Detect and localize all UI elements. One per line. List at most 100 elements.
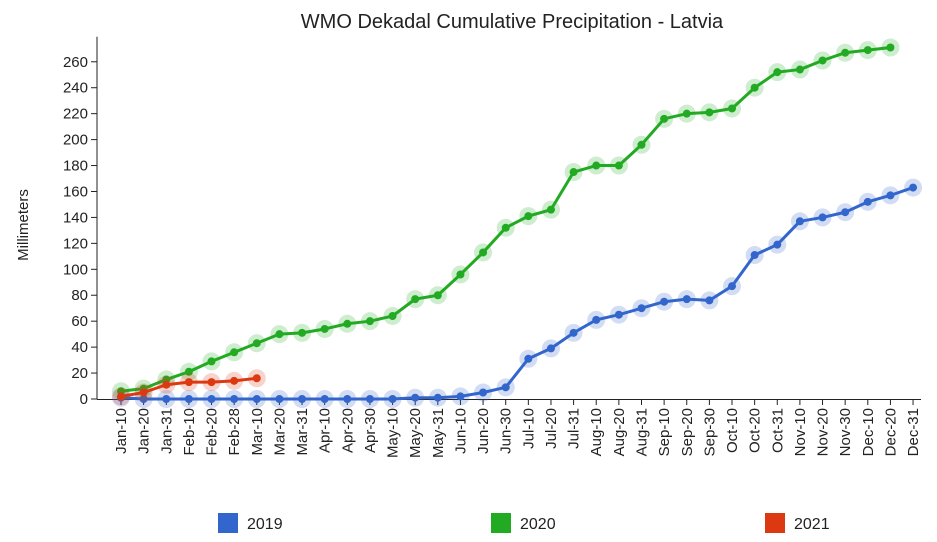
data-point[interactable] bbox=[479, 248, 488, 257]
data-point[interactable] bbox=[343, 319, 352, 328]
data-point[interactable] bbox=[388, 395, 397, 403]
series-2021 bbox=[112, 369, 266, 406]
data-point[interactable] bbox=[252, 339, 261, 348]
data-point[interactable] bbox=[818, 213, 827, 222]
x-tick-label: Sep-30 bbox=[701, 408, 718, 456]
data-point[interactable] bbox=[162, 395, 171, 403]
data-point[interactable] bbox=[660, 297, 669, 306]
data-point[interactable] bbox=[139, 388, 148, 397]
data-point[interactable] bbox=[343, 395, 352, 403]
data-point[interactable] bbox=[501, 223, 510, 232]
data-point[interactable] bbox=[795, 217, 804, 226]
data-point[interactable] bbox=[139, 395, 148, 403]
data-point[interactable] bbox=[773, 68, 782, 77]
x-tick-label: May-10 bbox=[385, 408, 402, 458]
data-point[interactable] bbox=[320, 324, 329, 333]
data-point[interactable] bbox=[298, 328, 307, 337]
data-point[interactable] bbox=[275, 395, 284, 403]
y-tick-label: 240 bbox=[63, 80, 88, 97]
data-point[interactable] bbox=[750, 83, 759, 92]
data-point[interactable] bbox=[479, 388, 488, 397]
y-tick-label: 200 bbox=[63, 132, 88, 149]
data-point[interactable] bbox=[230, 395, 239, 403]
data-point[interactable] bbox=[546, 344, 555, 353]
data-point[interactable] bbox=[207, 357, 216, 366]
data-point[interactable] bbox=[728, 282, 737, 291]
data-point[interactable] bbox=[456, 392, 465, 401]
data-point[interactable] bbox=[411, 295, 420, 304]
data-point[interactable] bbox=[524, 212, 533, 221]
data-point[interactable] bbox=[207, 395, 216, 403]
data-point[interactable] bbox=[660, 114, 669, 123]
legend-swatch bbox=[491, 513, 511, 533]
data-point[interactable] bbox=[433, 393, 442, 402]
data-point[interactable] bbox=[728, 104, 737, 113]
x-tick-label: Aug-10 bbox=[588, 408, 605, 456]
legend-item-2020[interactable]: 2020 bbox=[491, 513, 556, 533]
data-point[interactable] bbox=[569, 328, 578, 337]
x-tick-label: Jun-30 bbox=[498, 408, 515, 454]
data-point[interactable] bbox=[546, 205, 555, 214]
data-point[interactable] bbox=[162, 380, 171, 389]
x-tick-label: Mar-31 bbox=[294, 408, 311, 456]
data-point[interactable] bbox=[682, 109, 691, 118]
data-point[interactable] bbox=[411, 393, 420, 402]
data-point[interactable] bbox=[886, 191, 895, 200]
data-point[interactable] bbox=[818, 56, 827, 65]
data-point[interactable] bbox=[365, 317, 374, 326]
y-tick-label: 60 bbox=[71, 313, 88, 330]
legend-item-2019[interactable]: 2019 bbox=[218, 513, 283, 533]
data-point[interactable] bbox=[207, 378, 216, 387]
data-point[interactable] bbox=[252, 374, 261, 383]
data-point[interactable] bbox=[592, 315, 601, 324]
x-tick-label: Mar-10 bbox=[249, 408, 266, 456]
data-point[interactable] bbox=[388, 311, 397, 320]
x-tick-label: Jul-31 bbox=[566, 408, 583, 449]
data-point[interactable] bbox=[184, 367, 193, 376]
data-point[interactable] bbox=[456, 270, 465, 279]
data-point[interactable] bbox=[501, 383, 510, 392]
data-point[interactable] bbox=[750, 251, 759, 260]
data-point[interactable] bbox=[841, 208, 850, 217]
data-point[interactable] bbox=[637, 140, 646, 149]
data-point[interactable] bbox=[252, 395, 261, 403]
data-point[interactable] bbox=[614, 310, 623, 319]
data-point[interactable] bbox=[320, 395, 329, 403]
y-tick-label: 140 bbox=[63, 209, 88, 226]
data-point[interactable] bbox=[569, 168, 578, 177]
data-point[interactable] bbox=[230, 376, 239, 385]
data-point[interactable] bbox=[614, 161, 623, 170]
x-tick-label: Aug-20 bbox=[611, 408, 628, 456]
data-point[interactable] bbox=[117, 392, 125, 401]
data-point[interactable] bbox=[637, 304, 646, 313]
legend-label: 2020 bbox=[520, 516, 556, 533]
data-point[interactable] bbox=[705, 296, 714, 305]
x-tick-label: Feb-10 bbox=[181, 408, 198, 456]
data-point[interactable] bbox=[524, 354, 533, 363]
data-point[interactable] bbox=[592, 161, 601, 170]
data-point[interactable] bbox=[433, 291, 442, 300]
legend-item-2021[interactable]: 2021 bbox=[765, 513, 830, 533]
data-point[interactable] bbox=[886, 43, 895, 52]
data-point[interactable] bbox=[705, 108, 714, 117]
data-point[interactable] bbox=[682, 295, 691, 304]
data-point[interactable] bbox=[184, 395, 193, 403]
data-point[interactable] bbox=[863, 197, 872, 206]
legend-label: 2021 bbox=[794, 516, 830, 533]
data-point[interactable] bbox=[275, 330, 284, 339]
data-point[interactable] bbox=[841, 48, 850, 57]
x-tick-label: Sep-20 bbox=[679, 408, 696, 456]
data-point[interactable] bbox=[909, 183, 918, 192]
data-point[interactable] bbox=[773, 240, 782, 249]
x-tick-label: May-20 bbox=[407, 408, 424, 458]
data-point[interactable] bbox=[863, 46, 872, 55]
data-point[interactable] bbox=[230, 348, 239, 357]
x-tick-label: Jun-20 bbox=[475, 408, 492, 454]
data-point[interactable] bbox=[795, 65, 804, 74]
data-point[interactable] bbox=[298, 395, 307, 403]
data-point[interactable] bbox=[365, 395, 374, 403]
data-point[interactable] bbox=[184, 378, 193, 387]
x-tick-label: Sep-10 bbox=[656, 408, 673, 456]
x-tick-label: Dec-31 bbox=[905, 408, 922, 456]
